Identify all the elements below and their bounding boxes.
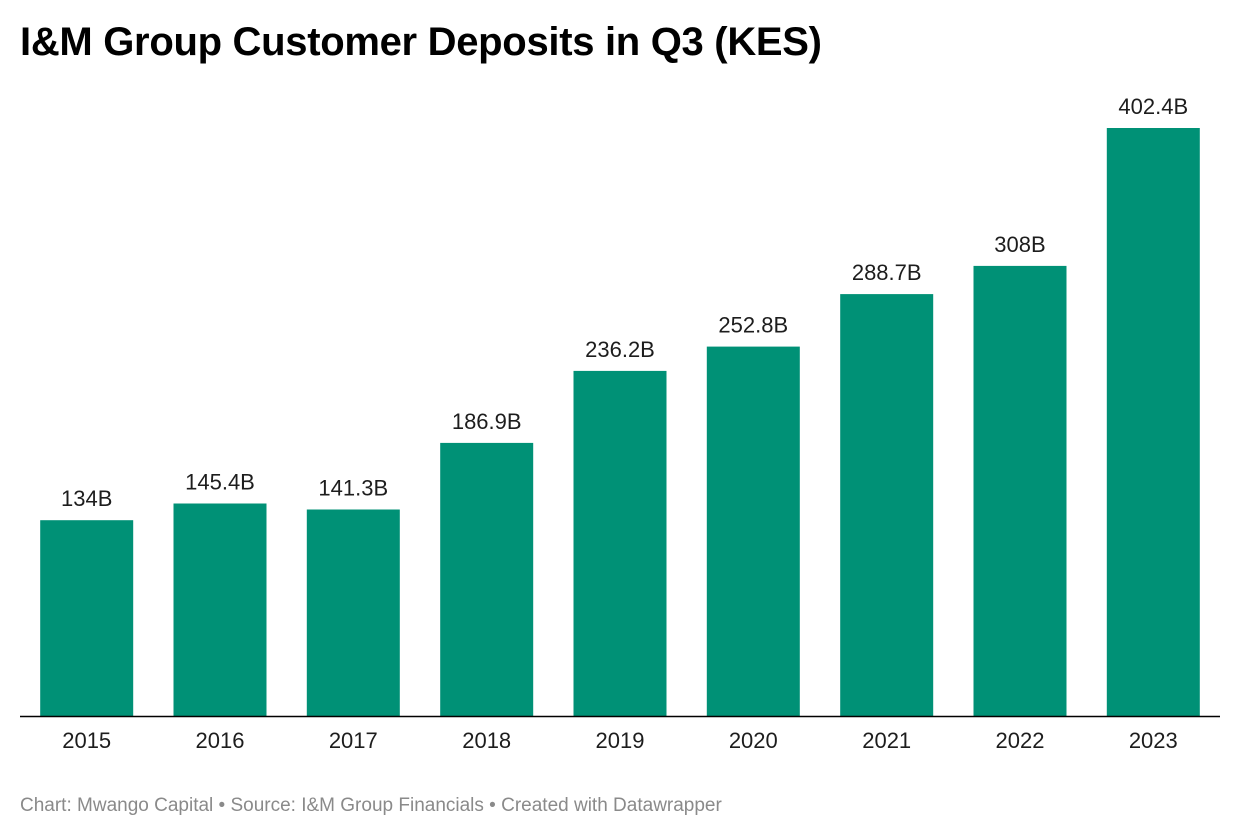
value-label-2016: 145.4B xyxy=(185,470,255,495)
bar-2016 xyxy=(173,503,267,716)
x-tick-label-2016: 2016 xyxy=(196,728,245,753)
x-tick-label-2020: 2020 xyxy=(729,728,778,753)
bars-layer xyxy=(40,128,1200,716)
x-tick-label-2022: 2022 xyxy=(996,728,1045,753)
value-label-2017: 141.3B xyxy=(318,476,388,501)
value-label-2021: 288.7B xyxy=(852,260,922,285)
value-label-2019: 236.2B xyxy=(585,337,655,362)
bar-2023 xyxy=(1106,128,1200,716)
x-tick-label-2015: 2015 xyxy=(62,728,111,753)
bar-2015 xyxy=(40,520,134,716)
bar-2017 xyxy=(306,509,400,716)
x-tick-labels-layer: 2015 2016 2017 2018 2019 2020 2021 2022 2023 xyxy=(62,728,1178,753)
x-tick-label-2023: 2023 xyxy=(1129,728,1178,753)
value-label-2022: 308B xyxy=(994,232,1045,257)
x-tick-label-2021: 2021 xyxy=(862,728,911,753)
value-label-2018: 186.9B xyxy=(452,409,522,434)
bar-2022 xyxy=(973,265,1067,716)
bar-2018 xyxy=(440,442,534,716)
x-tick-label-2018: 2018 xyxy=(462,728,511,753)
bar-2020 xyxy=(706,346,800,716)
value-label-2015: 134B xyxy=(61,486,112,511)
x-tick-label-2019: 2019 xyxy=(596,728,645,753)
chart-credit: Chart: Mwango Capital • Source: I&M Grou… xyxy=(20,795,722,816)
value-labels-layer: 134B 145.4B 141.3B 186.9B 236.2B 252.8B 288.7B… xyxy=(61,94,1188,511)
chart-title: I&M Group Customer Deposits in Q3 (KES) xyxy=(20,20,822,64)
value-label-2020: 252.8B xyxy=(718,313,788,338)
bar-2019 xyxy=(573,370,667,716)
value-label-2023: 402.4B xyxy=(1118,94,1188,119)
bar-2021 xyxy=(840,294,934,716)
x-tick-label-2017: 2017 xyxy=(329,728,378,753)
